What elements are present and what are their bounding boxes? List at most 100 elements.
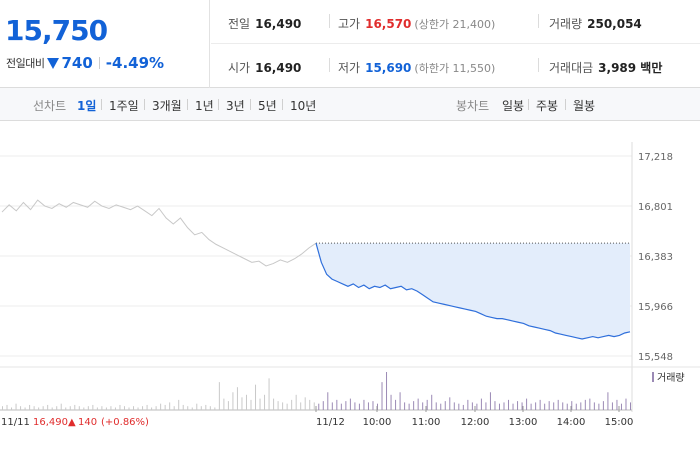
volume-bar — [277, 401, 279, 410]
chart-grid — [0, 142, 700, 412]
volume-bar — [517, 401, 519, 410]
volume-bar — [286, 403, 288, 410]
volume-bar — [562, 402, 564, 410]
volume-bar — [630, 402, 631, 410]
volume-bar — [38, 407, 40, 410]
volume-bar — [593, 402, 595, 410]
volume-bar — [227, 401, 229, 410]
today-area-fill — [316, 243, 630, 339]
volume-bar — [340, 403, 342, 410]
x-tick-label: 14:00 — [557, 417, 586, 428]
tab-divider — [101, 99, 102, 110]
volume-bar — [11, 407, 13, 410]
volume-bar — [6, 404, 8, 410]
volume-bar — [444, 401, 446, 410]
divider — [98, 57, 100, 69]
volume-bar — [535, 402, 537, 410]
volume-bar — [318, 403, 320, 410]
y-tick-label: 15,548 — [638, 352, 673, 363]
volume-bar — [539, 399, 541, 410]
volume-bar — [24, 407, 26, 410]
volume-bar — [449, 397, 451, 410]
volume-bar — [458, 403, 460, 410]
volume-bar — [164, 404, 166, 410]
stat-low: 저가 15,690 (하한가 11,550) — [338, 59, 495, 76]
volume-bar — [503, 402, 505, 410]
x-tick-label: 11:00 — [412, 417, 441, 428]
volume-bar — [508, 399, 510, 410]
down-arrow-icon — [47, 57, 60, 69]
tab-1y[interactable]: 1년 — [195, 99, 214, 113]
volume-bar — [512, 403, 514, 410]
volume-bar — [530, 403, 532, 410]
volume-bar — [327, 392, 329, 410]
tab-3m[interactable]: 3개월 — [152, 99, 182, 113]
volume-bar — [498, 403, 500, 410]
tab-5y[interactable]: 5년 — [258, 99, 277, 113]
quote-stats: 전일 16,490 고가 16,570 (상한가 21,400) 거래량 250,054… — [211, 0, 700, 88]
tab-daily[interactable]: 일봉 — [502, 99, 525, 113]
volume-bar — [417, 398, 419, 410]
volume-bar — [304, 397, 306, 410]
volume-bar — [78, 406, 80, 410]
volume-bar — [467, 399, 469, 410]
y-axis-labels: 17,218 16,801 16,383 15,966 15,548 — [638, 152, 673, 363]
volume-bar — [47, 404, 49, 410]
tab-monthly[interactable]: 월봉 — [573, 99, 596, 113]
y-tick-label: 16,801 — [638, 202, 673, 213]
volume-bar — [453, 402, 455, 410]
volume-bar — [74, 404, 76, 410]
volume-bar — [489, 392, 491, 410]
tab-divider — [187, 99, 188, 110]
volume-bar — [232, 392, 234, 410]
price-change-row: 전일대비 740 -4.49% — [6, 54, 164, 72]
stat-value: 3,989 백만 — [598, 61, 663, 75]
divider — [538, 14, 539, 28]
stat-label: 시가 — [228, 61, 251, 75]
x-tick-label: 15:00 — [605, 417, 634, 428]
volume-bar — [92, 404, 94, 410]
stat-open: 시가 16,490 — [228, 59, 301, 76]
tab-10y[interactable]: 10년 — [290, 99, 317, 113]
prev-change-value: 140 — [78, 417, 97, 428]
stats-row-1: 전일 16,490 고가 16,570 (상한가 21,400) 거래량 250,054 — [211, 0, 700, 44]
prev-close-value: 16,490 — [33, 417, 68, 428]
volume-bar — [553, 402, 555, 410]
stat-value: 250,054 — [587, 17, 642, 31]
volume-bar — [182, 404, 184, 410]
tab-3y[interactable]: 3년 — [226, 99, 245, 113]
current-date-label: 11/12 — [316, 417, 345, 428]
volume-bar — [575, 403, 577, 410]
volume-bar — [363, 399, 365, 410]
tab-weekly[interactable]: 주봉 — [536, 99, 559, 113]
volume-bar — [200, 406, 202, 410]
tab-divider — [282, 99, 283, 110]
tab-divider — [565, 99, 566, 110]
tab-1w[interactable]: 1주일 — [109, 99, 139, 113]
volume-bar — [273, 398, 275, 410]
volume-bar — [101, 406, 103, 410]
change-amount: 740 — [61, 54, 93, 72]
tab-1d[interactable]: 1일 — [77, 99, 97, 113]
volume-bar — [331, 402, 333, 410]
volume-bar — [399, 392, 401, 410]
volume-bar — [390, 394, 392, 410]
volume-bar — [119, 404, 121, 410]
volume-bar — [349, 398, 351, 410]
volume-bar — [282, 402, 284, 410]
prev-date-label: 11/11 — [1, 417, 30, 428]
volume-bar — [395, 399, 397, 410]
volume-bar — [476, 403, 478, 410]
volume-bar — [173, 406, 175, 410]
volume-bar — [29, 404, 31, 410]
volume-bar — [616, 399, 618, 410]
volume-bar — [435, 402, 437, 410]
stat-value: 16,570 — [365, 17, 412, 31]
volume-bar — [169, 402, 171, 410]
y-tick-label: 15,966 — [638, 302, 673, 313]
lower-limit: (하한가 11,550) — [414, 62, 496, 75]
volume-bar — [548, 401, 550, 410]
volume-bar — [584, 399, 586, 410]
volume-bar — [422, 402, 424, 410]
volume-bar — [480, 398, 482, 410]
